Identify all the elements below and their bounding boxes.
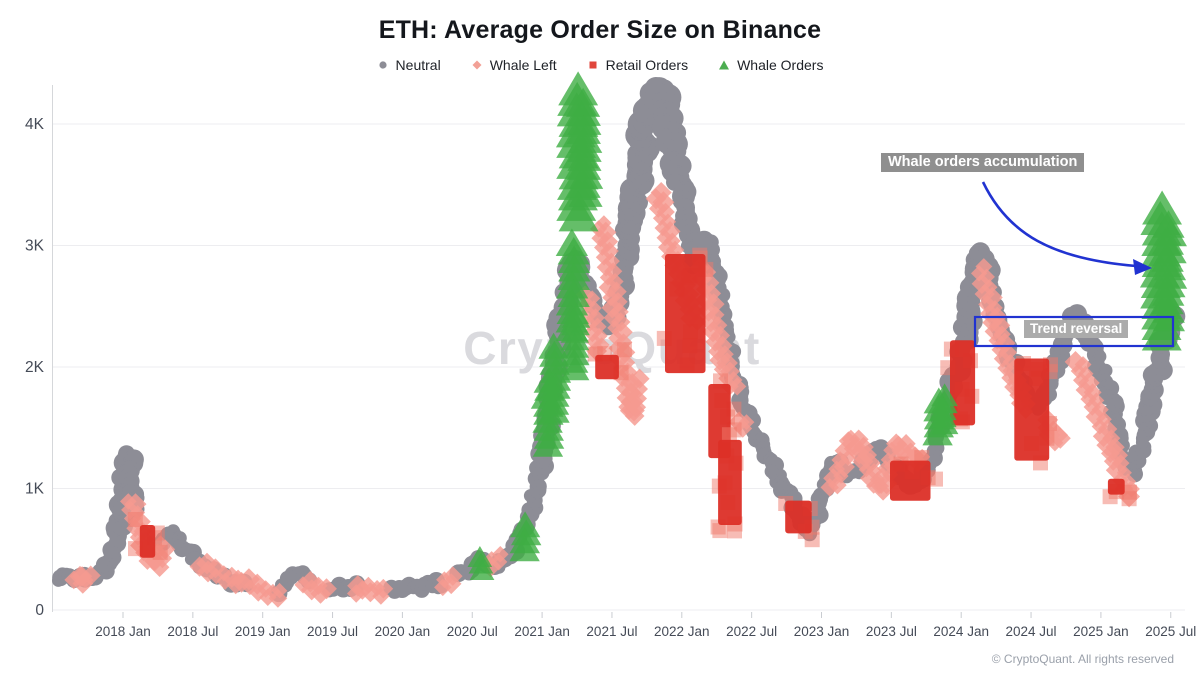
- chart-title: ETH: Average Order Size on Binance: [378, 16, 822, 44]
- whale-left-series: [64, 182, 1140, 608]
- x-tick-label: 2025 Jan: [1073, 624, 1129, 639]
- trend-reversal-annotation: Trend reversal: [1024, 320, 1129, 338]
- chart-legend: Neutral Whale Left Retail Orders Whale O…: [0, 57, 1200, 73]
- y-tick-label: 0: [35, 602, 44, 619]
- whale-accumulation-annotation: Whale orders accumulation: [881, 153, 1085, 172]
- legend-item-whale-orders[interactable]: Whale Orders: [718, 57, 823, 73]
- x-tick-label: 2022 Jul: [726, 624, 777, 639]
- circle-icon: [377, 59, 389, 71]
- x-tick-label: 2021 Jan: [514, 624, 570, 639]
- x-tick-label: 2023 Jan: [794, 624, 850, 639]
- arrowhead-icon: [1133, 259, 1152, 275]
- x-tick-label: 2022 Jan: [654, 624, 710, 639]
- x-tick-label: 2018 Jan: [95, 624, 151, 639]
- x-tick-label: 2023 Jul: [866, 624, 917, 639]
- x-tick-label: 2019 Jan: [235, 624, 291, 639]
- x-tick-label: 2025 Jul: [1145, 624, 1196, 639]
- legend-label: Whale Orders: [737, 57, 824, 73]
- triangle-icon: [718, 59, 730, 71]
- y-tick-label: 4K: [25, 116, 45, 133]
- trend-reversal-box: [973, 315, 1175, 348]
- y-tick-label: 3K: [25, 238, 45, 255]
- legend-item-neutral[interactable]: Neutral: [377, 57, 441, 73]
- whale-accumulation-arrow: [981, 181, 1137, 268]
- x-tick-label: 2019 Jul: [307, 624, 358, 639]
- legend-label: Neutral: [395, 57, 441, 73]
- y-tick-label: 2K: [25, 359, 45, 376]
- x-tick-label: 2021 Jul: [586, 624, 637, 639]
- retail-orders-series: [127, 247, 1137, 560]
- diamond-icon: [471, 59, 483, 71]
- x-tick-label: 2024 Jan: [933, 624, 989, 639]
- x-tick-label: 2024 Jul: [1006, 624, 1057, 639]
- x-tick-label: 2020 Jul: [447, 624, 498, 639]
- legend-item-retail-orders[interactable]: Retail Orders: [587, 57, 688, 73]
- x-tick-label: 2020 Jan: [375, 624, 431, 639]
- y-tick-label: 1K: [25, 481, 45, 498]
- x-tick-label: 2018 Jul: [167, 624, 218, 639]
- legend-label: Retail Orders: [605, 57, 689, 73]
- legend-label: Whale Left: [489, 57, 557, 73]
- whale-orders-series: [467, 71, 1188, 580]
- annotation-shapes: [973, 181, 1175, 348]
- copyright-footer: © CryptoQuant. All rights reserved: [991, 652, 1174, 666]
- square-icon: [587, 59, 599, 71]
- legend-item-whale-left[interactable]: Whale Left: [471, 57, 557, 73]
